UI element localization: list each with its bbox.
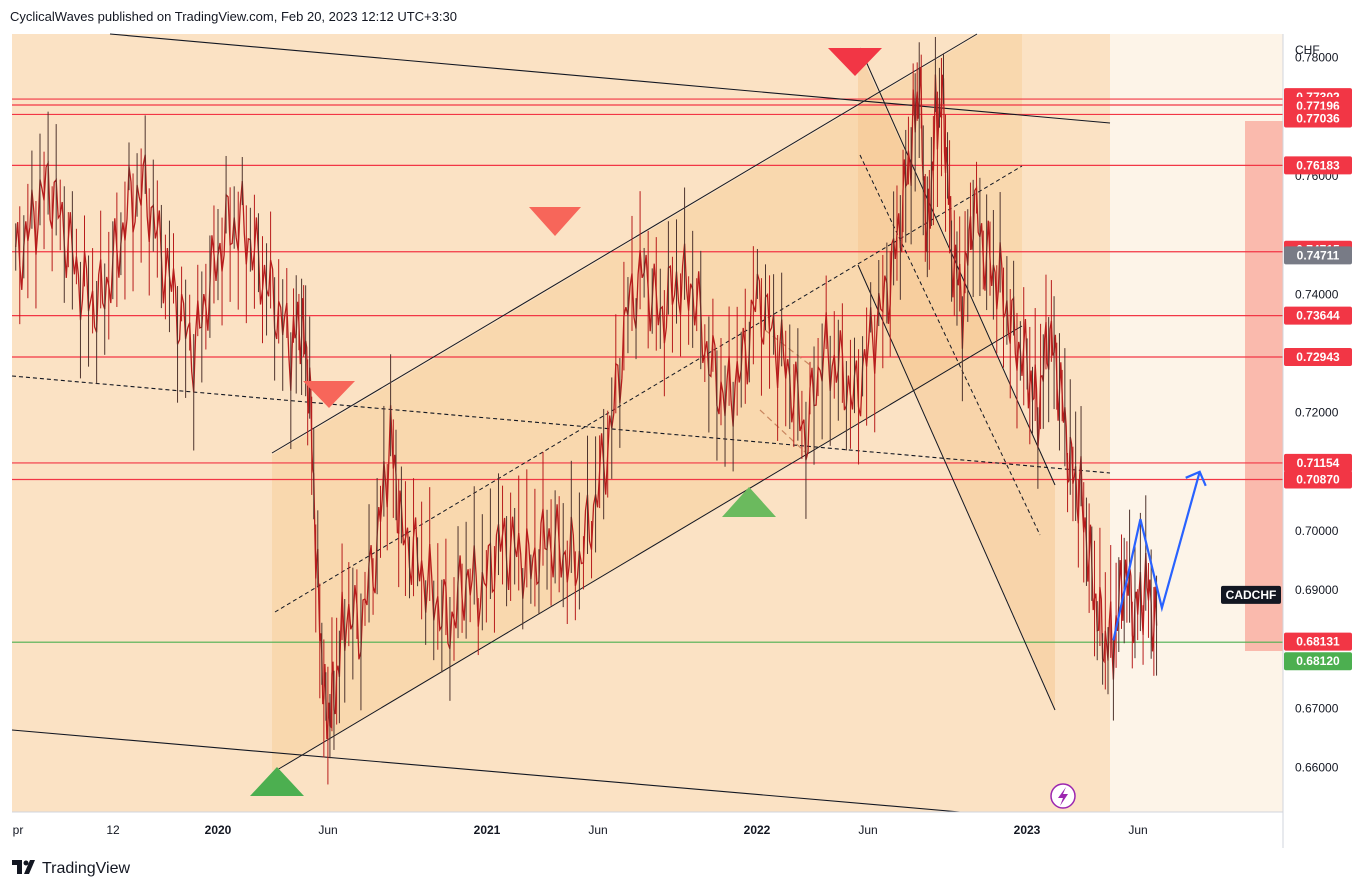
x-tick-label: Jun [858,823,877,837]
x-tick-label: Jun [588,823,607,837]
price-tag-3 [1284,156,1352,175]
y-tick-label: 0.70000 [1295,524,1339,538]
projection-line [1112,471,1201,641]
x-tick-label: 12 [106,823,120,837]
price-tag-label: 0.70870 [1296,473,1340,487]
price-tag-6 [1284,306,1352,325]
currency-label: CHF [1295,43,1320,57]
x-tick-label: 2023 [1014,823,1041,837]
downtrend-channel-fill [858,48,1055,708]
top-marker-salmon-2020 [303,381,355,408]
x-tick-label: 2021 [474,823,501,837]
price-tags: 0.773020.771960.770360.761830.747150.747… [1221,88,1352,671]
x-tick-label: pr [13,823,24,837]
y-tick-label: 0.78000 [1295,51,1339,65]
time-axis[interactable]: pr 12 2020 Jun 2021 Jun 2022 Jun 2023 Jun [13,823,1148,837]
dashed-median-line [11,375,1111,474]
price-tag-label: 0.76183 [1296,158,1340,172]
y-tick-label: 0.72000 [1295,406,1339,420]
top-marker-salmon-2021 [529,207,581,236]
price-tag-label: 0.68120 [1296,654,1340,668]
tradingview-footer: TradingView [12,860,130,878]
price-axis[interactable]: 0.780000.760000.740000.720000.700000.690… [1295,51,1339,775]
bottom-marker-green-2021 [722,487,776,517]
symbol-tag [1221,585,1281,604]
down-channel-median [859,154,1041,536]
symbol-tag-label: CADCHF [1226,588,1277,602]
price-tag-label: 0.68131 [1296,635,1340,649]
x-tick-label: Jun [1128,823,1147,837]
price-tag-11 [1284,652,1352,671]
channel-lower-line [276,325,1023,771]
y-tick-label: 0.66000 [1295,761,1339,775]
price-tag-label: 0.77036 [1296,111,1340,125]
channel-median-line [274,165,1023,613]
tradingview-logo-text: TradingView [42,860,131,877]
price-tag-label: 0.71154 [1297,456,1340,470]
price-tag-label: 0.72943 [1296,350,1340,364]
down-channel-upper [859,47,1056,486]
bottom-descending-trendline [11,729,961,813]
price-tag-10 [1284,632,1352,651]
price-tag-label: 0.74711 [1297,248,1340,262]
price-series [15,36,1158,785]
price-tag-7 [1284,348,1352,367]
uptrend-channel-fill [272,34,1022,770]
price-tag-9 [1284,470,1352,489]
price-tag-5 [1284,246,1352,265]
top-marker-red [828,48,882,76]
target-zone [1245,121,1283,651]
price-tag-label: 0.73644 [1296,309,1340,323]
y-tick-label: 0.69000 [1295,583,1339,597]
y-tick-label: 0.74000 [1295,287,1339,301]
x-tick-label: 2020 [205,823,232,837]
x-tick-label: 2022 [744,823,771,837]
y-tick-label: 0.67000 [1295,701,1339,715]
projection-path [1112,470,1207,641]
minor-dashed-line-2 [759,409,806,453]
lightning-icon[interactable] [1050,783,1076,809]
projection-arrowhead [1185,470,1207,487]
tradingview-logo-icon [12,860,36,878]
down-channel-lower [857,264,1056,711]
channel-upper-line [271,33,978,454]
trendlines [11,33,1111,813]
price-tag-2 [1284,109,1352,128]
price-tag-8 [1284,453,1352,472]
bottom-marker-green-2020 [250,767,304,796]
publisher-header: CyclicalWaves published on TradingView.c… [10,9,457,24]
x-tick-label: Jun [318,823,337,837]
